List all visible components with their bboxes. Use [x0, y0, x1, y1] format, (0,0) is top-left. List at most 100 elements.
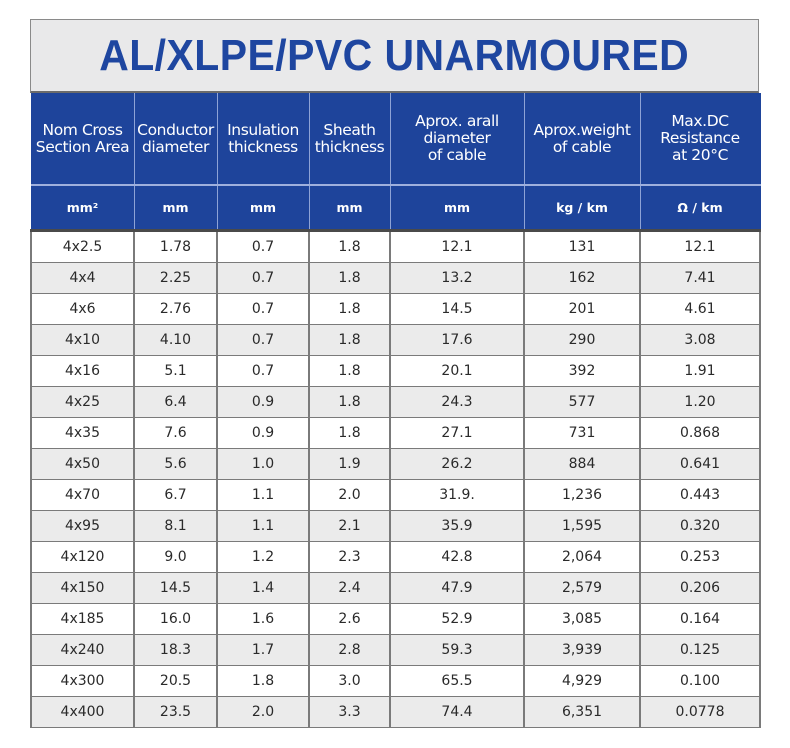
cell-conductor-diameter: 18.3	[133, 634, 218, 666]
header-label-line: Resistance	[660, 129, 740, 147]
cell-nom-cross-section: 4x400	[30, 696, 135, 728]
cell-insulation-thickness: 1.6	[216, 603, 310, 635]
header-label-line: diameter	[423, 129, 491, 147]
cell-nom-cross-section: 4x95	[30, 510, 135, 542]
table-header: Nom Cross Section Area Conductor diameter In…	[30, 93, 761, 232]
table-row: 4x240 18.3 1.7 2.8 59.3 3,939 0.125	[30, 634, 761, 666]
cell-max-dc-resistance: 0.868	[639, 417, 761, 449]
header-label-line: Insulation	[227, 120, 299, 139]
header-label-line: thickness	[228, 137, 298, 156]
cell-overall-diameter: 74.4	[389, 696, 525, 728]
cell-sheath-thickness: 2.3	[308, 541, 391, 573]
cell-insulation-thickness: 1.4	[216, 572, 310, 604]
unit-cable-weight: kg / km	[523, 185, 641, 232]
cell-max-dc-resistance: 0.320	[639, 510, 761, 542]
table-row: 4x300 20.5 1.8 3.0 65.5 4,929 0.100	[30, 665, 761, 697]
table-row: 4x10 4.10 0.7 1.8 17.6 290 3.08	[30, 324, 761, 356]
cell-conductor-diameter: 23.5	[133, 696, 218, 728]
cell-conductor-diameter: 16.0	[133, 603, 218, 635]
header-label-line: Max.DC	[671, 112, 729, 130]
cell-nom-cross-section: 4x120	[30, 541, 135, 573]
header-row-labels: Nom Cross Section Area Conductor diameter In…	[30, 93, 761, 186]
header-insulation-thickness: Insulation thickness	[216, 93, 310, 186]
cell-cable-weight: 162	[523, 262, 641, 294]
cell-sheath-thickness: 2.0	[308, 479, 391, 511]
cell-nom-cross-section: 4x2.5	[30, 230, 135, 263]
cell-insulation-thickness: 1.8	[216, 665, 310, 697]
table-row: 4x35 7.6 0.9 1.8 27.1 731 0.868	[30, 417, 761, 449]
cell-conductor-diameter: 8.1	[133, 510, 218, 542]
cell-nom-cross-section: 4x150	[30, 572, 135, 604]
table-row: 4x185 16.0 1.6 2.6 52.9 3,085 0.164	[30, 603, 761, 635]
cell-cable-weight: 392	[523, 355, 641, 387]
cell-insulation-thickness: 0.9	[216, 386, 310, 418]
header-label-line: Aprox. arall	[415, 112, 499, 130]
table-row: 4x400 23.5 2.0 3.3 74.4 6,351 0.0778	[30, 696, 761, 728]
cell-sheath-thickness: 2.1	[308, 510, 391, 542]
header-max-dc-resistance: Max.DC Resistance at 20°C	[639, 93, 761, 186]
cell-cable-weight: 1,595	[523, 510, 641, 542]
table-row: 4x2.5 1.78 0.7 1.8 12.1 131 12.1	[30, 230, 761, 263]
cell-conductor-diameter: 4.10	[133, 324, 218, 356]
cell-conductor-diameter: 5.6	[133, 448, 218, 480]
cell-conductor-diameter: 14.5	[133, 572, 218, 604]
table-row: 4x50 5.6 1.0 1.9 26.2 884 0.641	[30, 448, 761, 480]
cell-cable-weight: 731	[523, 417, 641, 449]
cell-conductor-diameter: 6.7	[133, 479, 218, 511]
cell-max-dc-resistance: 7.41	[639, 262, 761, 294]
cell-insulation-thickness: 0.9	[216, 417, 310, 449]
cell-max-dc-resistance: 1.91	[639, 355, 761, 387]
cell-conductor-diameter: 20.5	[133, 665, 218, 697]
cell-conductor-diameter: 6.4	[133, 386, 218, 418]
cell-overall-diameter: 13.2	[389, 262, 525, 294]
cell-insulation-thickness: 0.7	[216, 324, 310, 356]
header-label-line: Sheath	[323, 120, 376, 139]
cell-sheath-thickness: 1.8	[308, 230, 391, 263]
cell-overall-diameter: 27.1	[389, 417, 525, 449]
unit-nom-cross-section: mm²	[30, 185, 135, 232]
cell-sheath-thickness: 1.8	[308, 324, 391, 356]
cell-conductor-diameter: 2.76	[133, 293, 218, 325]
cell-nom-cross-section: 4x240	[30, 634, 135, 666]
spec-sheet: AL/XLPE/PVC UNARMOURED Nom Cross Section …	[30, 19, 761, 728]
cell-nom-cross-section: 4x25	[30, 386, 135, 418]
header-label-line: Aprox.weight	[533, 120, 631, 139]
cell-overall-diameter: 47.9	[389, 572, 525, 604]
cell-insulation-thickness: 0.7	[216, 262, 310, 294]
cell-cable-weight: 3,085	[523, 603, 641, 635]
header-label-line: Conductor	[137, 120, 214, 139]
table-body: 4x2.5 1.78 0.7 1.8 12.1 131 12.1 4x4 2.25 0.7 1.8 1…	[30, 230, 761, 728]
cell-overall-diameter: 35.9	[389, 510, 525, 542]
cell-nom-cross-section: 4x185	[30, 603, 135, 635]
cell-sheath-thickness: 2.8	[308, 634, 391, 666]
cell-cable-weight: 2,579	[523, 572, 641, 604]
cell-max-dc-resistance: 0.164	[639, 603, 761, 635]
cell-max-dc-resistance: 0.253	[639, 541, 761, 573]
cell-conductor-diameter: 7.6	[133, 417, 218, 449]
cell-max-dc-resistance: 4.61	[639, 293, 761, 325]
unit-sheath-thickness: mm	[308, 185, 391, 232]
cell-conductor-diameter: 5.1	[133, 355, 218, 387]
cell-insulation-thickness: 1.0	[216, 448, 310, 480]
unit-overall-diameter: mm	[389, 185, 525, 232]
cell-insulation-thickness: 0.7	[216, 355, 310, 387]
table-row: 4x16 5.1 0.7 1.8 20.1 392 1.91	[30, 355, 761, 387]
cell-conductor-diameter: 2.25	[133, 262, 218, 294]
unit-max-dc-resistance: Ω / km	[639, 185, 761, 232]
cell-overall-diameter: 42.8	[389, 541, 525, 573]
cell-max-dc-resistance: 0.0778	[639, 696, 761, 728]
cell-insulation-thickness: 1.1	[216, 510, 310, 542]
cell-overall-diameter: 12.1	[389, 230, 525, 263]
cell-max-dc-resistance: 0.443	[639, 479, 761, 511]
table-row: 4x70 6.7 1.1 2.0 31.9. 1,236 0.443	[30, 479, 761, 511]
header-label-line: at 20°C	[672, 146, 728, 164]
cell-overall-diameter: 59.3	[389, 634, 525, 666]
cell-sheath-thickness: 1.8	[308, 293, 391, 325]
header-cable-weight: Aprox.weight of cable	[523, 93, 641, 186]
cell-cable-weight: 4,929	[523, 665, 641, 697]
table-row: 4x120 9.0 1.2 2.3 42.8 2,064 0.253	[30, 541, 761, 573]
header-label-line: Nom Cross	[42, 120, 123, 139]
cell-max-dc-resistance: 12.1	[639, 230, 761, 263]
header-label-line: diameter	[141, 137, 210, 156]
cell-sheath-thickness: 3.0	[308, 665, 391, 697]
